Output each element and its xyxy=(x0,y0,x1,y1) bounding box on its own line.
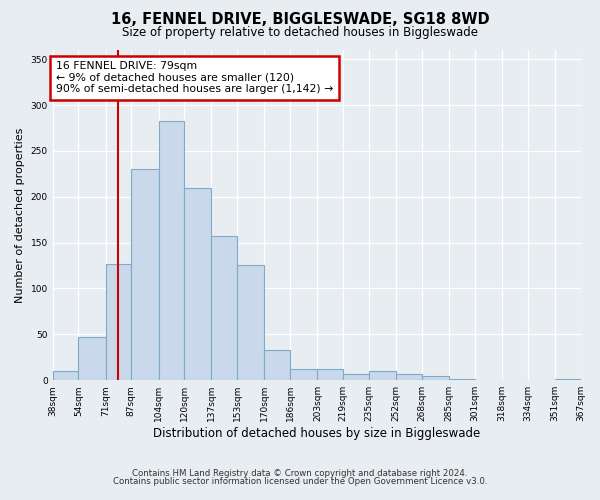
Bar xyxy=(53,371,79,380)
Bar xyxy=(396,374,422,380)
Text: 16 FENNEL DRIVE: 79sqm
← 9% of detached houses are smaller (120)
90% of semi-det: 16 FENNEL DRIVE: 79sqm ← 9% of detached … xyxy=(56,61,333,94)
Text: Contains public sector information licensed under the Open Government Licence v3: Contains public sector information licen… xyxy=(113,477,487,486)
Bar xyxy=(131,169,158,380)
Bar xyxy=(158,120,184,380)
Y-axis label: Number of detached properties: Number of detached properties xyxy=(15,128,25,303)
Text: 16, FENNEL DRIVE, BIGGLESWADE, SG18 8WD: 16, FENNEL DRIVE, BIGGLESWADE, SG18 8WD xyxy=(110,12,490,28)
Bar xyxy=(184,188,211,380)
Bar xyxy=(369,371,396,380)
X-axis label: Distribution of detached houses by size in Biggleswade: Distribution of detached houses by size … xyxy=(153,427,480,440)
Bar xyxy=(106,264,131,380)
Bar xyxy=(237,264,265,380)
Bar xyxy=(343,374,369,380)
Bar xyxy=(422,376,449,380)
Bar xyxy=(290,369,317,380)
Text: Contains HM Land Registry data © Crown copyright and database right 2024.: Contains HM Land Registry data © Crown c… xyxy=(132,468,468,477)
Bar xyxy=(79,337,106,380)
Text: Size of property relative to detached houses in Biggleswade: Size of property relative to detached ho… xyxy=(122,26,478,39)
Bar xyxy=(317,369,343,380)
Bar xyxy=(265,350,290,380)
Bar xyxy=(211,236,237,380)
